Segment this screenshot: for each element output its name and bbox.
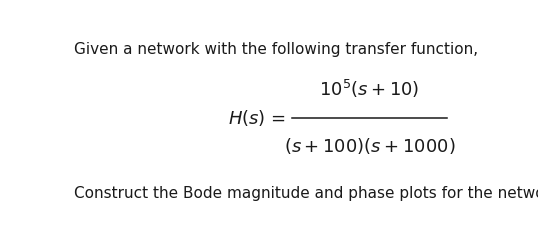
Text: Construct the Bode magnitude and phase plots for the network.: Construct the Bode magnitude and phase p… [74,186,538,201]
Text: $\mathit{H(s)}$ =: $\mathit{H(s)}$ = [228,108,286,127]
Text: $10^5(s + 10)$: $10^5(s + 10)$ [320,78,420,100]
Text: Given a network with the following transfer function,: Given a network with the following trans… [74,42,478,57]
Text: $(s + 100)(s + 1000)$: $(s + 100)(s + 1000)$ [284,136,455,156]
